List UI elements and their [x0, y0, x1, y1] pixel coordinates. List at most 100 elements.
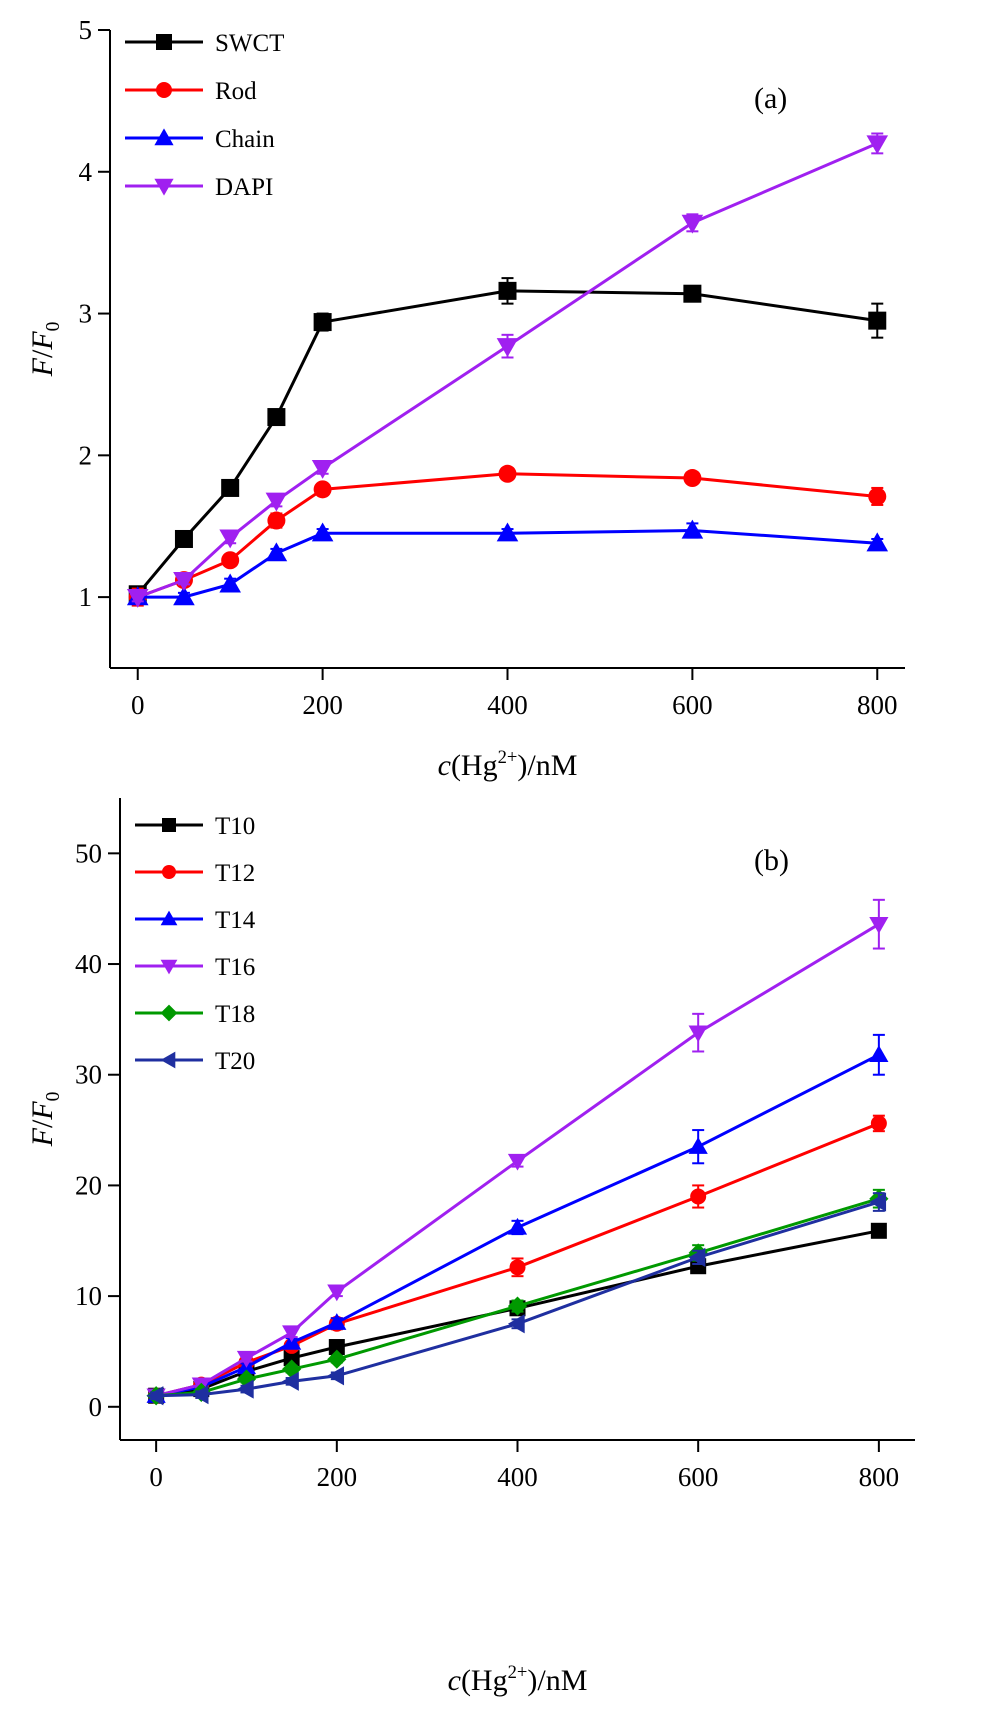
x-axis-label-var: c: [448, 1664, 461, 1697]
x-axis-label-close: )/nM: [517, 749, 577, 782]
data-point-T20: [327, 1366, 345, 1386]
y-tick-label: 50: [75, 838, 102, 868]
legend-entry-T16: T16: [135, 954, 255, 981]
data-point-T14: [327, 1313, 347, 1330]
data-point-T16: [282, 1325, 302, 1343]
y-tick-label: 20: [75, 1170, 102, 1200]
x-axis-label-var: c: [438, 749, 451, 782]
legend-entry-T20: T20: [135, 1048, 255, 1075]
data-point-Chain: [265, 542, 288, 562]
data-point-Chain: [219, 573, 241, 593]
x-tick-label: 0: [149, 1462, 163, 1492]
legend-marker: [160, 910, 178, 926]
legend-marker: [154, 178, 174, 196]
data-point-Chain: [496, 522, 519, 542]
y-axis-label-f0: F: [26, 1101, 59, 1121]
legend-entry-Chain: Chain: [125, 126, 275, 153]
data-point-T20: [869, 1192, 887, 1212]
legend-label: T16: [215, 954, 255, 981]
data-point-T20: [688, 1247, 706, 1267]
data-point-DAPI: [126, 589, 149, 608]
y-axis-label-sub: 0: [43, 1092, 64, 1102]
y-axis-label-f0: F: [26, 331, 59, 351]
data-point-T18: [507, 1296, 528, 1316]
series-T20: [146, 1192, 887, 1406]
data-point-SWCT: [313, 313, 332, 332]
y-axis-label-slash: /: [26, 1119, 59, 1128]
x-tick-label: 600: [678, 1462, 719, 1492]
y-tick-label: 2: [79, 440, 93, 470]
legend-label: T20: [215, 1048, 255, 1075]
data-point-DAPI: [681, 214, 704, 234]
data-point-T20: [236, 1379, 254, 1399]
y-tick-label: 30: [75, 1060, 102, 1090]
x-axis-label: c(Hg2+)/nM: [448, 1662, 588, 1697]
data-point-T10: [870, 1222, 887, 1239]
x-tick-label: 0: [131, 690, 145, 720]
data-point-Rod: [267, 511, 286, 530]
x-axis-label: c(Hg2+)/nM: [438, 747, 578, 782]
y-tick-label: 5: [79, 15, 93, 45]
legend-marker: [154, 128, 174, 146]
x-axis-label-open: (Hg: [451, 749, 498, 782]
series-T16: [146, 898, 889, 1406]
data-point-T10: [283, 1350, 300, 1367]
data-point-Rod: [868, 487, 887, 506]
data-point-SWCT: [498, 281, 517, 300]
panel-label: (b): [754, 844, 789, 877]
y-axis-label: F/F0: [26, 322, 64, 378]
y-tick-label: 1: [79, 582, 93, 612]
x-tick-label: 400: [497, 1462, 538, 1492]
legend-label: T18: [215, 1001, 255, 1028]
y-tick-label: 0: [89, 1392, 103, 1422]
x-tick-label: 600: [672, 690, 713, 720]
legend-entry-DAPI: DAPI: [125, 174, 273, 201]
data-point-T16: [869, 916, 889, 934]
legend-label: T10: [215, 813, 255, 840]
data-point-T12: [870, 1115, 887, 1132]
data-point-T14: [507, 1217, 528, 1235]
x-tick-label: 200: [317, 1462, 358, 1492]
legend-marker: [160, 1051, 176, 1069]
y-axis-label-f: F: [26, 357, 59, 377]
data-point-T20: [146, 1386, 164, 1406]
series-line-T18: [156, 1197, 880, 1398]
data-point-T20: [507, 1314, 525, 1334]
y-tick-label: 4: [79, 157, 93, 187]
data-point-T20: [282, 1371, 299, 1391]
data-point-Rod: [683, 469, 702, 488]
data-point-SWCT: [174, 529, 193, 548]
x-axis-label-sup: 2+: [508, 1662, 528, 1683]
legend-label: DAPI: [215, 174, 273, 201]
data-point-DAPI: [173, 571, 195, 591]
data-point-Rod: [221, 551, 240, 570]
data-point-SWCT: [221, 478, 240, 497]
data-point-Chain: [173, 586, 195, 606]
x-tick-label: 400: [487, 690, 528, 720]
x-tick-label: 800: [857, 690, 898, 720]
data-point-DAPI: [496, 338, 519, 357]
data-point-SWCT: [683, 284, 702, 303]
legend-marker: [156, 82, 172, 98]
data-point-T12: [509, 1259, 526, 1276]
data-point-T14: [688, 1137, 708, 1154]
y-tick-label: 40: [75, 949, 102, 979]
panel-a: 0 200 400 600 80012345c(Hg2+)/nMF/F0(a)SWCTR…: [26, 15, 905, 782]
panel-b: 0 200 400 600 80001020304050c(Hg2+)/nMF/F0(b…: [26, 798, 915, 1697]
legend-label: SWCT: [215, 30, 284, 57]
data-point-SWCT: [868, 311, 887, 330]
data-point-T16: [507, 1153, 528, 1171]
series-DAPI: [126, 132, 889, 608]
data-point-Chain: [681, 519, 704, 539]
data-point-DAPI: [265, 492, 288, 512]
legend-marker: [156, 34, 172, 50]
data-point-T10: [328, 1339, 345, 1356]
data-point-DAPI: [866, 135, 889, 155]
legend-marker: [162, 818, 176, 832]
y-tick-label: 10: [75, 1281, 102, 1311]
legend-label: Chain: [215, 126, 275, 153]
series-Chain: [126, 519, 889, 606]
data-point-T20: [191, 1385, 209, 1405]
legend-marker: [160, 959, 178, 975]
